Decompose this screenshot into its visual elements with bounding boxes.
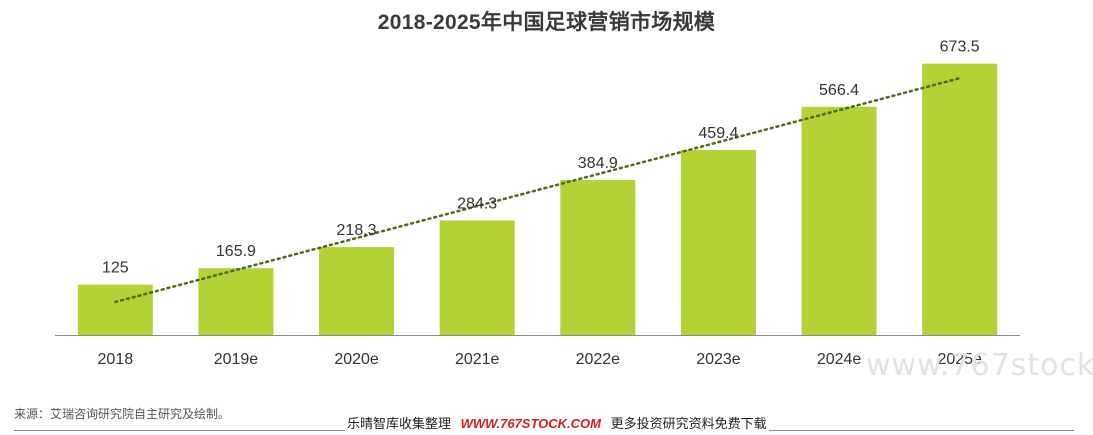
bar-2021e xyxy=(439,220,515,335)
x-tick-label-2024e: 2024e xyxy=(817,351,862,368)
trend-line xyxy=(114,76,961,304)
bar-2025e xyxy=(922,63,998,335)
bar-2022e xyxy=(560,179,636,335)
x-tick-label-2020e: 2020e xyxy=(334,351,379,368)
x-tick-label-2018: 2018 xyxy=(98,351,134,368)
footer-site-link[interactable]: WWW.767STOCK.COM xyxy=(460,416,601,431)
bar-2020e xyxy=(319,247,395,335)
bar-chart: 125 165.9 218.3 284.3 384.9 459.4 566.4 673.5 20… xyxy=(55,39,1020,368)
source-note: 来源：艾瑞咨询研究院自主研究及绘制。 xyxy=(14,407,231,421)
footer-banner: 乐晴智库收集整理 WWW.767STOCK.COM 更多投资研究资料免费下载 xyxy=(345,413,769,432)
x-tick-label-2022e: 2022e xyxy=(576,351,621,368)
footer-text-after: 更多投资研究资料免费下载 xyxy=(610,416,767,431)
value-label-2021e: 284.3 xyxy=(457,195,497,212)
footer-text-before: 乐晴智库收集整理 xyxy=(347,416,452,431)
value-label-2024e: 566.4 xyxy=(819,82,859,99)
bar-2023e xyxy=(680,149,756,335)
value-label-2020e: 218.3 xyxy=(337,222,377,239)
value-label-2022e: 384.9 xyxy=(578,155,618,172)
bar-2024e xyxy=(801,106,877,335)
bar-2018 xyxy=(77,284,153,335)
x-tick-label-2023e: 2023e xyxy=(696,351,741,368)
x-tick-label-2025e: 2025e xyxy=(937,351,982,368)
chart-title: 2018-2025年中国足球营销市场规模 xyxy=(377,11,716,34)
x-tick-label-2019e: 2019e xyxy=(214,351,259,368)
value-label-2018: 125 xyxy=(102,260,129,277)
value-label-2025e: 673.5 xyxy=(940,39,980,56)
bar-2019e xyxy=(198,268,274,335)
x-tick-label-2021e: 2021e xyxy=(455,351,500,368)
value-label-2023e: 459.4 xyxy=(698,125,738,142)
value-label-2019e: 165.9 xyxy=(216,243,256,260)
watermark-text: www.767stock.c xyxy=(866,348,1093,383)
